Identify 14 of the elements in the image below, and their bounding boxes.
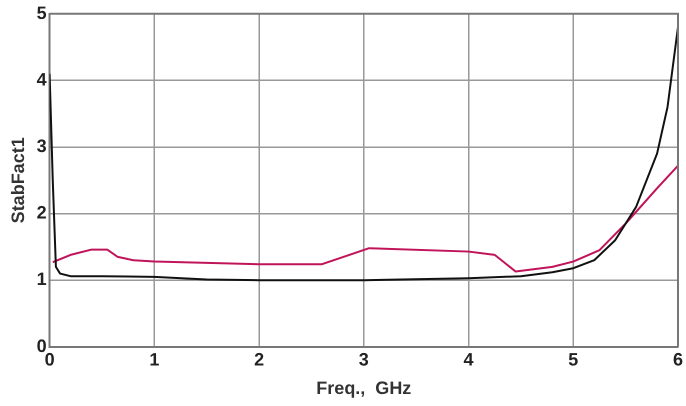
- y-axis-title: StabFact1: [8, 137, 28, 224]
- y-tick-label: 1: [36, 269, 47, 290]
- x-axis-title: Freq., GHz: [316, 378, 412, 398]
- x-tick-label: 2: [254, 350, 264, 370]
- y-tick-label: 5: [36, 2, 47, 23]
- y-tick-label: 3: [36, 136, 47, 156]
- x-tick-label: 5: [568, 350, 578, 370]
- y-tick-label: 4: [36, 69, 47, 90]
- x-tick-label: 1: [149, 350, 160, 370]
- y-tick-label: 0: [36, 336, 47, 356]
- y-tick-label: 2: [36, 202, 47, 223]
- x-tick-label: 4: [464, 350, 474, 370]
- x-tick-label: 6: [672, 350, 683, 370]
- x-tick-label: 3: [358, 350, 369, 370]
